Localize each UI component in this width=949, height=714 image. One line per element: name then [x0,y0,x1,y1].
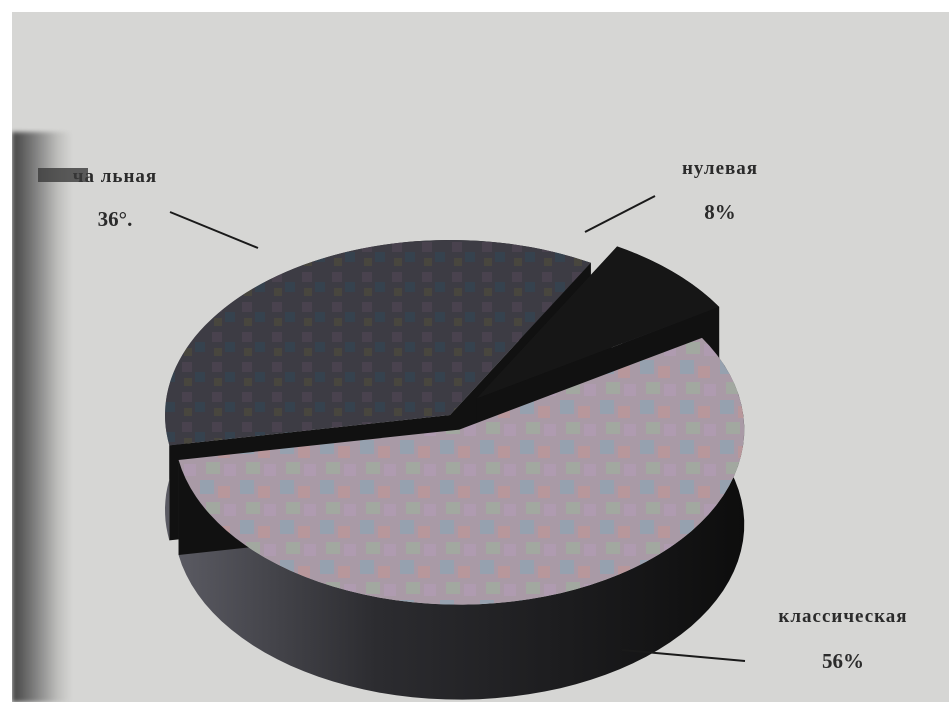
pie-slice-2 [178,337,745,700]
slice-label-name-0: ча льная [73,166,157,187]
leader-lines-group [169,195,746,662]
leader-line-0 [169,211,259,249]
slice-label-value-1: 8% [704,200,736,224]
slice-label-name-1: нулевая [682,158,758,179]
pie-slice-top-2 [178,337,745,605]
pie-slice-top-1 [476,246,720,399]
pie-slices-group [165,239,745,700]
labels-group: ча льная 36°. нулевая 8% классическая 56% [38,158,907,673]
redacted-text-block [38,168,88,182]
pie-slice-top-0 [165,239,591,446]
blurred-edge-decoration [12,132,72,702]
slice-label-value-0: 36°. [98,207,133,231]
leader-line-1 [584,195,656,233]
leader-line-2 [621,649,746,662]
pie-slice-side-2 [178,337,745,700]
slice-label-name-2: классическая [778,606,907,627]
slice-label-value-2: 56% [822,649,864,673]
